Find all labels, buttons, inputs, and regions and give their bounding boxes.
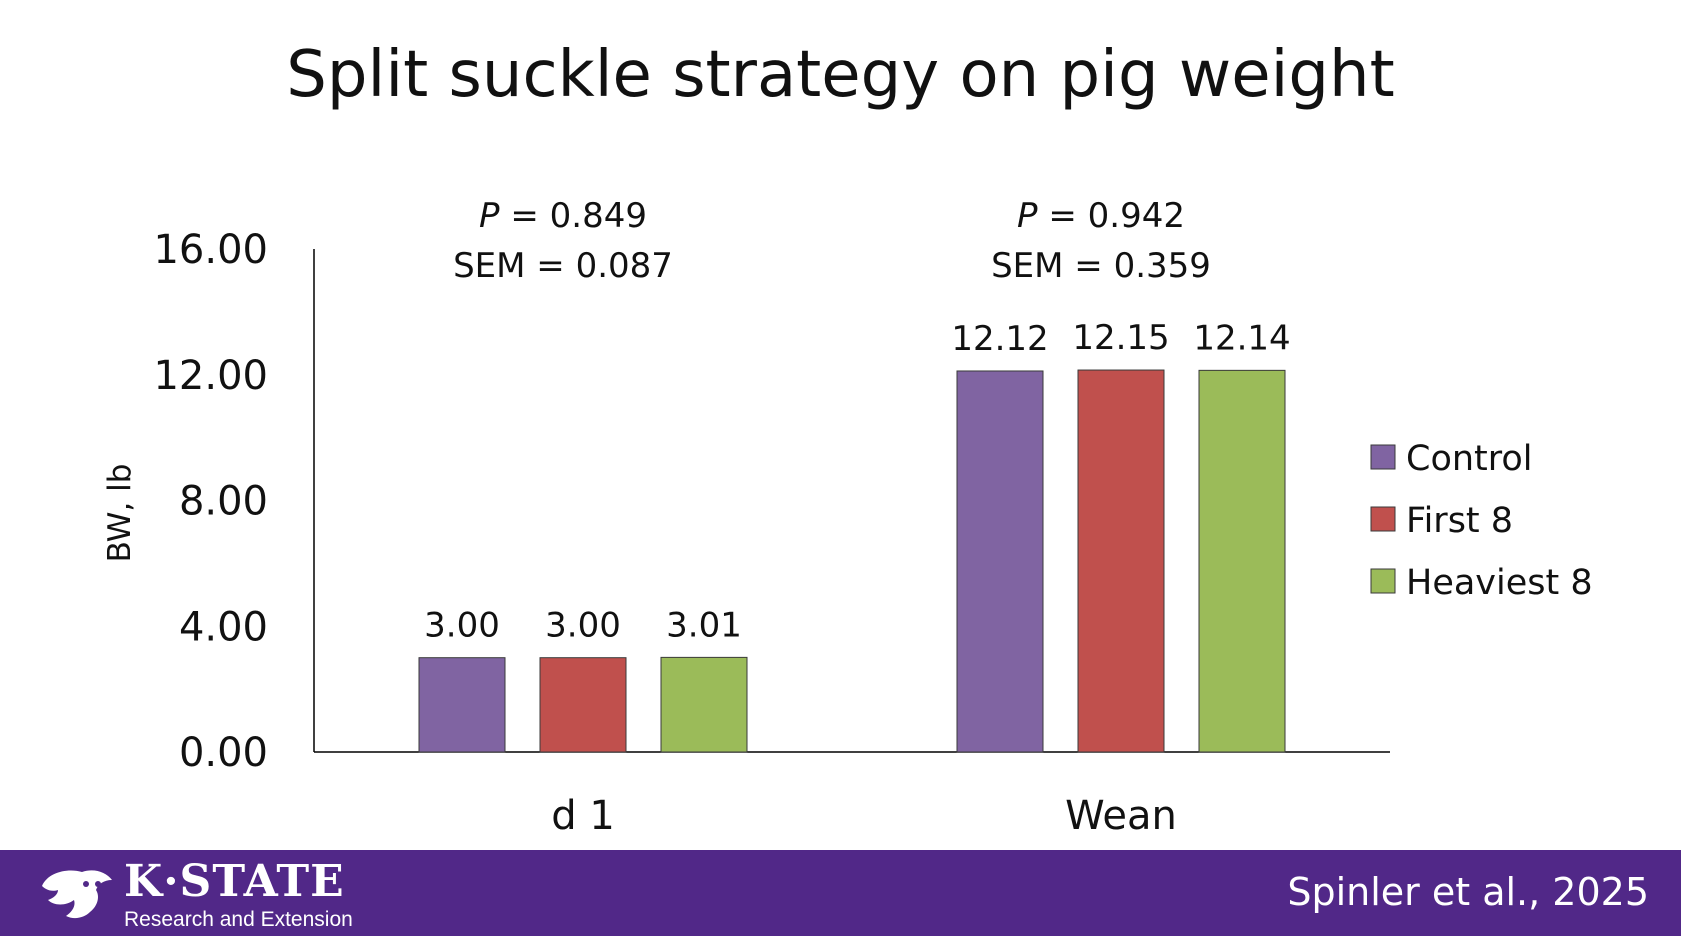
bar: [660, 656, 748, 753]
y-tick-label: 0.00: [179, 730, 268, 776]
legend-swatch: [1370, 568, 1396, 594]
bar-chart: 0.00 4.00 8.00 12.00 16.00 BW, lb 3.00 3.00 3.01…: [102, 196, 1593, 839]
x-tick-label: d 1: [551, 793, 615, 839]
logo-name: K·STATE: [124, 856, 345, 907]
x-tick-label: Wean: [1065, 793, 1177, 839]
legend-label: Control: [1406, 439, 1533, 479]
bar: [418, 657, 506, 753]
legend-swatch: [1370, 444, 1396, 470]
data-label: 3.00: [545, 606, 621, 646]
slide-title: Split suckle strategy on pig weight: [286, 38, 1395, 112]
bar: [956, 370, 1044, 753]
citation: Spinler et al., 2025: [1287, 870, 1649, 914]
bar: [539, 657, 627, 753]
p-value-annotation: P = 0.942: [1017, 196, 1185, 236]
legend-label: Heaviest 8: [1406, 563, 1593, 603]
y-tick-label: 8.00: [179, 479, 268, 525]
bar: [1077, 369, 1165, 753]
y-tick-label: 16.00: [153, 227, 268, 273]
legend-label: First 8: [1406, 501, 1513, 541]
data-label: 12.15: [1072, 318, 1169, 358]
sem-annotation: SEM = 0.087: [453, 246, 673, 286]
footer-bar: K·STATE Research and Extension Spinler e…: [0, 850, 1681, 936]
data-label: 12.12: [951, 319, 1048, 359]
y-tick-label: 12.00: [153, 353, 268, 399]
data-label: 12.14: [1193, 318, 1290, 358]
wildcat-icon: [42, 870, 112, 919]
p-value-annotation: P = 0.849: [479, 196, 647, 236]
bar: [1198, 369, 1286, 753]
sem-annotation: SEM = 0.359: [991, 246, 1211, 286]
data-label: 3.01: [666, 605, 742, 645]
legend-swatch: [1370, 506, 1396, 532]
data-label: 3.00: [424, 606, 500, 646]
y-axis-label: BW, lb: [102, 464, 138, 563]
logo-subtitle: Research and Extension: [124, 908, 353, 931]
y-tick-label: 4.00: [179, 604, 268, 650]
